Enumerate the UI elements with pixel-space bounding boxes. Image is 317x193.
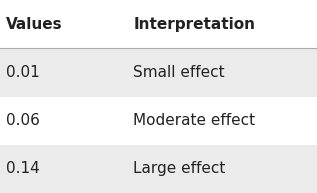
Text: Interpretation: Interpretation bbox=[133, 17, 255, 32]
Bar bbox=[0, 145, 317, 193]
Bar bbox=[0, 48, 317, 96]
Text: Large effect: Large effect bbox=[133, 161, 225, 176]
Bar bbox=[0, 96, 317, 145]
Text: Moderate effect: Moderate effect bbox=[133, 113, 255, 128]
Text: 0.01: 0.01 bbox=[6, 65, 40, 80]
Text: Small effect: Small effect bbox=[133, 65, 225, 80]
Text: 0.14: 0.14 bbox=[6, 161, 40, 176]
Text: Values: Values bbox=[6, 17, 63, 32]
Text: 0.06: 0.06 bbox=[6, 113, 40, 128]
Bar bbox=[0, 0, 317, 48]
